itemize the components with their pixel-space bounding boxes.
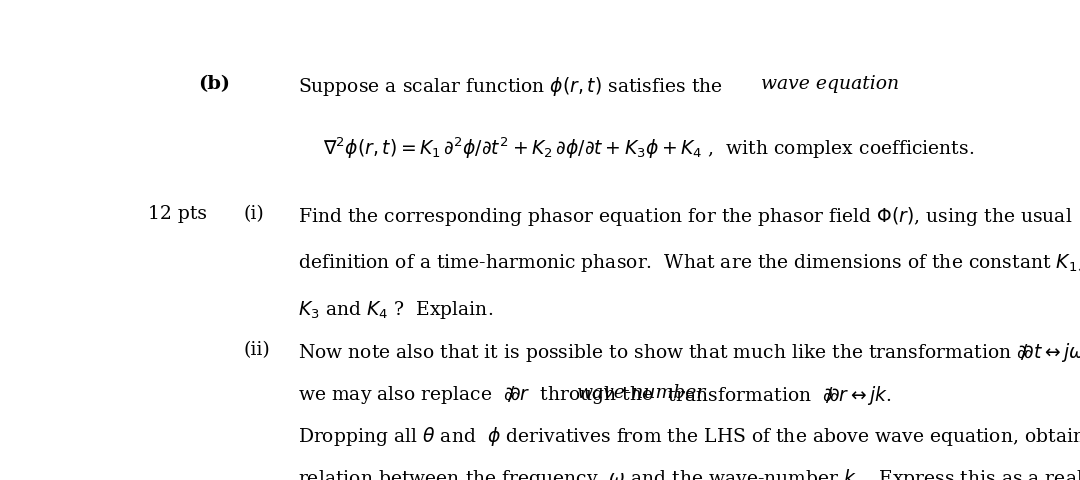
Text: $\nabla^2\phi(r,t)=K_1\,\partial^2\phi/\partial t^2 + K_2\,\partial\phi/\partial: $\nabla^2\phi(r,t)=K_1\,\partial^2\phi/\… [323,135,974,161]
Text: (b): (b) [198,75,230,93]
Text: (i): (i) [244,205,265,224]
Text: Suppose a scalar function $\phi(r,t)$ satisfies the: Suppose a scalar function $\phi(r,t)$ sa… [298,75,724,98]
Text: wave equation: wave equation [761,75,900,93]
Text: Now note also that it is possible to show that much like the transformation $\pa: Now note also that it is possible to sho… [298,341,1080,364]
Text: relation between the frequency  $\omega$ and the wave-number $k$.   Express this: relation between the frequency $\omega$ … [298,467,1080,480]
Text: transformation  $\partial\!\!/\!\partial r \leftrightarrow jk$.: transformation $\partial\!\!/\!\partial … [662,384,892,407]
Text: (ii): (ii) [244,341,271,360]
Text: wave-number: wave-number [577,384,706,402]
Text: definition of a time-harmonic phasor.  What are the dimensions of the constant $: definition of a time-harmonic phasor. Wh… [298,252,1080,275]
Text: Find the corresponding phasor equation for the phasor field $\Phi(r)$, using the: Find the corresponding phasor equation f… [298,205,1072,228]
Text: Dropping all $\theta$ and  $\phi$ derivatives from the LHS of the above wave equ: Dropping all $\theta$ and $\phi$ derivat… [298,425,1080,448]
Text: $K_3$ and $K_4$ ?  Explain.: $K_3$ and $K_4$ ? Explain. [298,299,494,321]
Text: :: : [856,75,863,93]
Text: 12 pts: 12 pts [148,205,206,224]
Text: we may also replace  $\partial\!\!/\!\partial r$  through the: we may also replace $\partial\!\!/\!\par… [298,384,654,406]
